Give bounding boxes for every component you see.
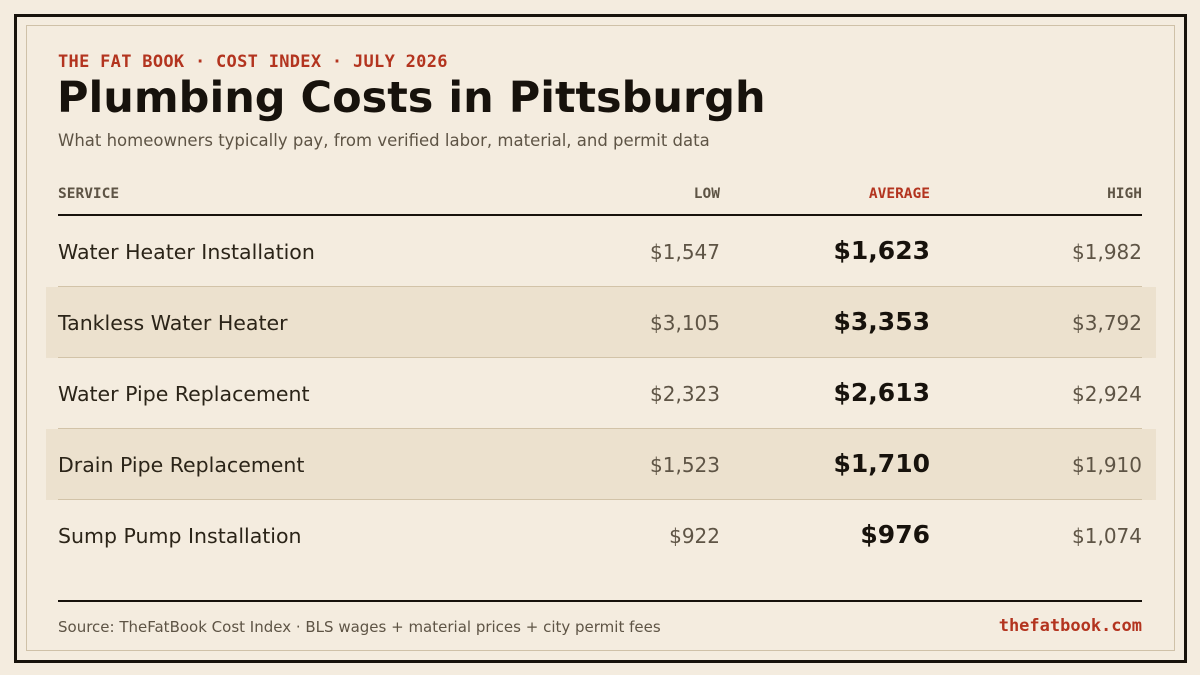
average-cost: $3,353 bbox=[833, 307, 930, 336]
average-cost: $2,613 bbox=[833, 378, 930, 407]
table-header: SERVICE LOW AVERAGE HIGH bbox=[58, 186, 1142, 206]
column-header-average: AVERAGE bbox=[868, 186, 930, 202]
service-name: Water Pipe Replacement bbox=[58, 382, 310, 406]
service-name: Tankless Water Heater bbox=[58, 311, 288, 335]
kicker: THE FAT BOOK · COST INDEX · JULY 2026 bbox=[58, 52, 448, 72]
service-name: Sump Pump Installation bbox=[58, 524, 302, 548]
source-note: Source: TheFatBook Cost Index · BLS wage… bbox=[58, 618, 661, 636]
row-divider bbox=[58, 428, 1142, 429]
subtitle: What homeowners typically pay, from veri… bbox=[58, 131, 710, 150]
high-cost: $3,792 bbox=[1072, 311, 1142, 335]
high-cost: $1,074 bbox=[1072, 524, 1142, 548]
outer-frame bbox=[14, 14, 1187, 663]
table-row: Drain Pipe Replacement $1,523 $1,710 $1,… bbox=[46, 429, 1156, 500]
service-name: Drain Pipe Replacement bbox=[58, 453, 305, 477]
table-row: Water Pipe Replacement $2,323 $2,613 $2,… bbox=[46, 358, 1156, 429]
row-divider bbox=[58, 286, 1142, 287]
low-cost: $922 bbox=[669, 524, 720, 548]
column-header-low: LOW bbox=[693, 186, 720, 202]
table-row: Sump Pump Installation $922 $976 $1,074 bbox=[46, 500, 1156, 571]
row-divider bbox=[58, 499, 1142, 500]
average-cost: $976 bbox=[860, 520, 930, 549]
high-cost: $1,910 bbox=[1072, 453, 1142, 477]
average-cost: $1,623 bbox=[833, 236, 930, 265]
header-rule bbox=[58, 214, 1142, 216]
footer-rule bbox=[58, 600, 1142, 602]
cost-table: Water Heater Installation $1,547 $1,623 … bbox=[46, 216, 1156, 571]
average-cost: $1,710 bbox=[833, 449, 930, 478]
high-cost: $2,924 bbox=[1072, 382, 1142, 406]
low-cost: $1,547 bbox=[650, 240, 720, 264]
service-name: Water Heater Installation bbox=[58, 240, 315, 264]
site-link[interactable]: thefatbook.com bbox=[998, 616, 1142, 636]
page-title: Plumbing Costs in Pittsburgh bbox=[57, 73, 766, 123]
low-cost: $3,105 bbox=[650, 311, 720, 335]
high-cost: $1,982 bbox=[1072, 240, 1142, 264]
table-row: Water Heater Installation $1,547 $1,623 … bbox=[46, 216, 1156, 287]
inner-frame bbox=[26, 25, 1175, 651]
low-cost: $1,523 bbox=[650, 453, 720, 477]
low-cost: $2,323 bbox=[650, 382, 720, 406]
table-row: Tankless Water Heater $3,105 $3,353 $3,7… bbox=[46, 287, 1156, 358]
column-header-high: HIGH bbox=[1107, 186, 1142, 202]
row-divider bbox=[58, 357, 1142, 358]
column-header-service: SERVICE bbox=[58, 186, 120, 202]
